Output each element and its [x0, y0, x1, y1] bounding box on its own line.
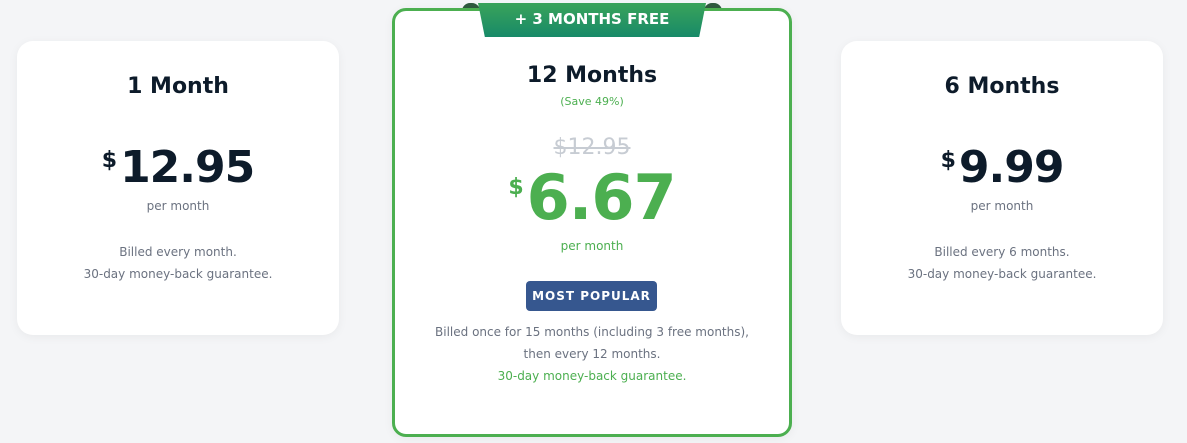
plan-price: $9.99 [841, 142, 1163, 193]
price-period: per month [146, 199, 210, 213]
original-price: $12.95 [395, 135, 789, 160]
billing-text: Billed every month. [119, 245, 237, 259]
billing-text-2: then every 12 months. [523, 347, 661, 361]
savings-label: (Save 49%) [560, 95, 624, 108]
currency-symbol: $ [508, 175, 523, 200]
billing-text: Billed once for 15 months (including 3 f… [435, 325, 749, 339]
plan-card-6-months[interactable]: 6 Months $9.99 per month Billed every 6 … [841, 41, 1163, 335]
plan-price: $12.95 [17, 142, 339, 193]
plan-title: 1 Month [127, 74, 229, 99]
price-value: 9.99 [958, 142, 1065, 193]
price-value: 6.67 [526, 161, 677, 234]
plan-description: Billed once for 15 months (including 3 f… [395, 321, 789, 387]
plan-title: 12 Months [526, 63, 658, 88]
price-value: 12.95 [120, 142, 255, 193]
plan-card-1-month[interactable]: 1 Month $12.95 per month Billed every mo… [17, 41, 339, 335]
price-period: per month [970, 199, 1034, 213]
plan-price: $6.67 [395, 161, 789, 234]
currency-symbol: $ [101, 148, 117, 173]
plan-card-12-months[interactable]: 12 Months (Save 49%) $12.95 $6.67 per mo… [392, 8, 792, 437]
guarantee-text: 30-day money-back guarantee. [907, 267, 1097, 281]
most-popular-badge: MOST POPULAR [526, 281, 657, 311]
currency-symbol: $ [940, 148, 956, 173]
billing-text: Billed every 6 months. [934, 245, 1070, 259]
plan-title: 6 Months [944, 74, 1060, 99]
price-period: per month [560, 239, 624, 253]
original-price-value: $12.95 [553, 135, 631, 160]
guarantee-text: 30-day money-back guarantee. [83, 267, 273, 281]
plan-description: Billed every 6 months. 30-day money-back… [841, 241, 1163, 285]
free-months-ribbon: + 3 MONTHS FREE [478, 3, 706, 37]
guarantee-text: 30-day money-back guarantee. [497, 369, 687, 383]
plan-description: Billed every month. 30-day money-back gu… [17, 241, 339, 285]
